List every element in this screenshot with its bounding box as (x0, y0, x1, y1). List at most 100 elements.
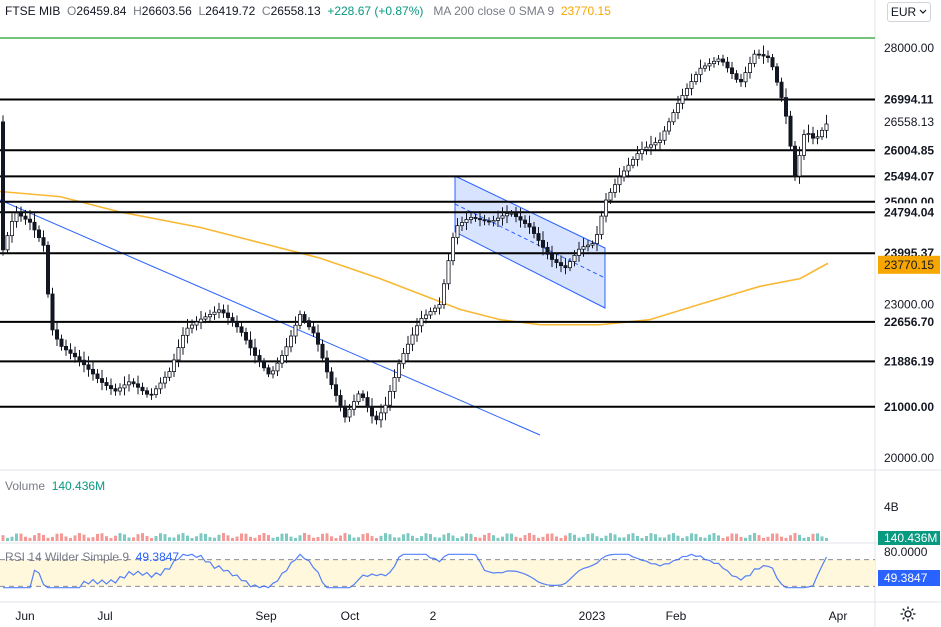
candle-body[interactable] (698, 67, 703, 76)
candle-body[interactable] (374, 415, 379, 421)
candle-body[interactable] (100, 378, 105, 383)
candle-body[interactable] (545, 246, 550, 255)
candle-body[interactable] (212, 311, 217, 315)
candle-body[interactable] (707, 63, 712, 67)
candle-body[interactable] (712, 60, 717, 65)
candle-body[interactable] (604, 199, 609, 217)
candle-body[interactable] (721, 58, 726, 63)
candle-body[interactable] (473, 216, 478, 219)
candle-body[interactable] (739, 78, 744, 83)
candle-body[interactable] (626, 164, 631, 172)
candle-body[interactable] (338, 395, 343, 407)
candle-body[interactable] (158, 382, 163, 390)
candle-body[interactable] (189, 324, 194, 329)
candle-body[interactable] (270, 370, 275, 375)
candle-body[interactable] (455, 225, 460, 239)
candle-body[interactable] (644, 146, 649, 150)
candle-body[interactable] (450, 237, 455, 262)
candle-body[interactable] (320, 343, 325, 359)
candle-body[interactable] (5, 235, 10, 251)
candle-body[interactable] (779, 81, 784, 98)
candle-body[interactable] (491, 220, 496, 223)
candle-body[interactable] (504, 213, 509, 217)
candle-body[interactable] (820, 129, 825, 138)
candle-body[interactable] (109, 385, 114, 390)
candle-body[interactable] (153, 388, 158, 395)
candle-body[interactable] (131, 381, 136, 385)
candle-body[interactable] (9, 221, 14, 237)
candle-body[interactable] (730, 67, 735, 75)
candle-body[interactable] (302, 314, 307, 322)
candle-body[interactable] (509, 212, 514, 215)
candle-body[interactable] (464, 219, 469, 223)
candle-body[interactable] (46, 244, 51, 295)
candle-body[interactable] (392, 377, 397, 392)
currency-button[interactable]: EUR (887, 2, 931, 22)
candle-body[interactable] (50, 293, 55, 331)
candle-body[interactable] (581, 246, 586, 250)
candle-body[interactable] (766, 55, 771, 58)
candle-body[interactable] (432, 307, 437, 312)
candle-body[interactable] (230, 317, 235, 323)
candle-body[interactable] (257, 355, 262, 363)
candle-body[interactable] (640, 149, 645, 155)
candle-body[interactable] (167, 371, 172, 378)
candle-body[interactable] (734, 73, 739, 80)
candle-body[interactable] (135, 383, 140, 388)
candle-body[interactable] (275, 362, 280, 372)
candle-body[interactable] (27, 218, 32, 223)
candle-body[interactable] (414, 325, 419, 336)
candle-body[interactable] (162, 376, 167, 384)
candle-body[interactable] (757, 53, 762, 56)
candle-body[interactable] (14, 212, 19, 222)
candle-body[interactable] (590, 243, 595, 246)
candle-body[interactable] (676, 102, 681, 113)
candle-body[interactable] (405, 343, 410, 354)
descending-trendline[interactable] (0, 199, 541, 436)
candle-body[interactable] (234, 321, 239, 328)
candle-body[interactable] (622, 170, 627, 178)
candle-body[interactable] (306, 320, 311, 328)
candle-body[interactable] (297, 314, 302, 326)
candle-body[interactable] (149, 393, 154, 396)
candle-body[interactable] (541, 240, 546, 248)
candle-body[interactable] (401, 353, 406, 365)
candle-body[interactable] (77, 356, 82, 361)
candle-body[interactable] (221, 309, 226, 314)
candle-body[interactable] (685, 88, 690, 96)
candle-body[interactable] (324, 357, 329, 373)
candle-body[interactable] (613, 184, 618, 193)
candle-body[interactable] (91, 368, 96, 375)
candle-body[interactable] (536, 233, 541, 241)
candle-body[interactable] (811, 133, 816, 139)
candle-body[interactable] (514, 212, 519, 218)
candle-body[interactable] (595, 234, 600, 245)
candle-body[interactable] (748, 62, 753, 74)
candle-body[interactable] (725, 61, 730, 69)
candle-body[interactable] (55, 329, 60, 340)
candle-body[interactable] (198, 318, 203, 323)
candle-body[interactable] (667, 121, 672, 132)
candle-body[interactable] (194, 321, 199, 326)
candle-body[interactable] (360, 393, 365, 398)
candle-body[interactable] (694, 74, 699, 82)
candle-body[interactable] (279, 355, 284, 364)
candle-body[interactable] (64, 346, 69, 351)
candle-body[interactable] (311, 326, 316, 334)
candle-body[interactable] (550, 253, 555, 260)
candle-body[interactable] (784, 97, 789, 117)
candle-body[interactable] (770, 57, 775, 68)
candle-body[interactable] (37, 229, 42, 239)
ma-indicator-label[interactable]: MA 200 close 0 SMA 9 (433, 4, 555, 18)
candle-body[interactable] (171, 359, 176, 372)
candle-body[interactable] (266, 367, 271, 375)
candle-body[interactable] (523, 219, 528, 224)
ma-200-line[interactable] (0, 190, 829, 326)
candle-body[interactable] (410, 334, 415, 345)
candle-body[interactable] (824, 123, 829, 131)
rsi-legend[interactable]: RSI 14 Wilder Simple 9 49.3847 (5, 550, 179, 564)
candle-body[interactable] (577, 248, 582, 256)
candle-body[interactable] (459, 222, 464, 227)
candle-body[interactable] (122, 384, 127, 389)
candle-body[interactable] (716, 58, 721, 62)
